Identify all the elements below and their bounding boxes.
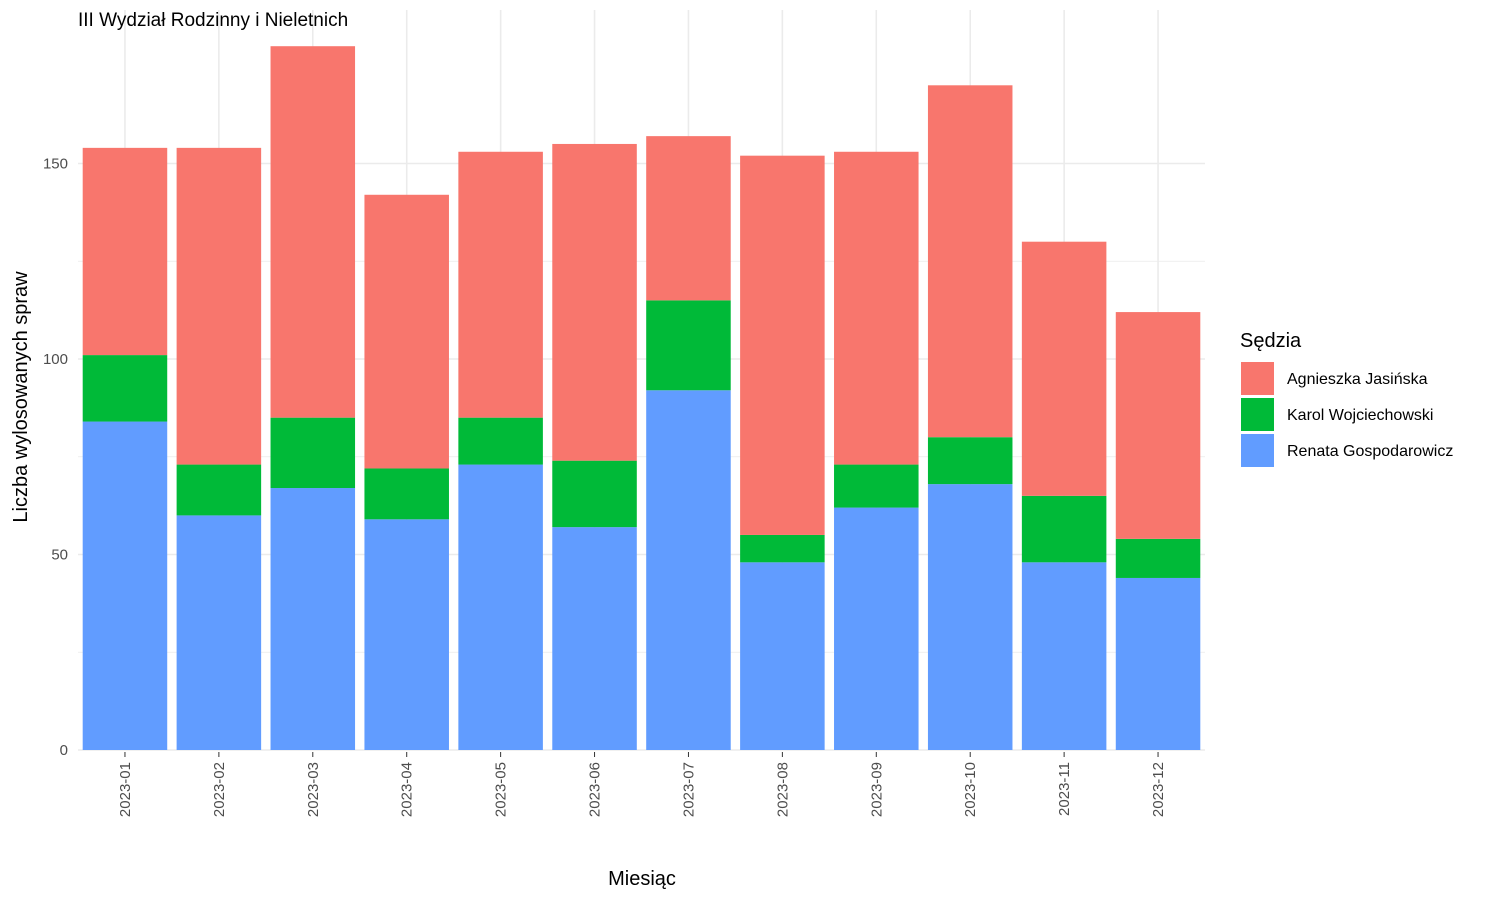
bar-segment <box>646 390 731 750</box>
bar-segment <box>364 468 449 520</box>
bar-segment <box>458 417 543 465</box>
legend: Sędzia Agnieszka Jasińska Karol Wojciecho… <box>1240 330 1453 467</box>
bar-segment <box>552 143 637 461</box>
legend-title: Sędzia <box>1240 330 1302 352</box>
x-tick-label: 2023-09 <box>868 762 885 817</box>
bars <box>82 46 1201 750</box>
bar-segment <box>834 507 919 750</box>
legend-swatch <box>1241 398 1274 431</box>
legend-label: Agnieszka Jasińska <box>1287 371 1428 388</box>
bar-segment <box>834 151 919 465</box>
x-tick-label: 2023-05 <box>493 762 510 817</box>
y-tick-label: 150 <box>43 156 68 173</box>
bar-segment <box>646 300 731 391</box>
bar-segment <box>82 421 168 750</box>
bar-segment <box>458 464 543 750</box>
legend-swatch <box>1241 362 1274 395</box>
x-tick-label: 2023-03 <box>305 762 322 817</box>
bar-segment <box>176 464 262 516</box>
bar-segment <box>270 488 356 750</box>
bar-segment <box>834 464 919 508</box>
x-axis: 2023-01 2023-02 2023-03 2023-04 2023-05 2023-… <box>117 752 1167 817</box>
bar-segment <box>1115 312 1201 539</box>
bar-segment <box>364 194 449 469</box>
bar-segment <box>1115 577 1201 750</box>
bar-segment <box>1021 495 1107 563</box>
bar-segment <box>364 519 449 750</box>
y-tick-label: 0 <box>60 742 68 759</box>
bar-segment <box>82 355 168 422</box>
chart-title: III Wydział Rodzinny i Nieletnich <box>78 10 348 31</box>
bar-segment <box>646 136 731 301</box>
bar-segment <box>270 417 356 489</box>
legend-label: Renata Gospodarowicz <box>1287 443 1453 460</box>
legend-label: Karol Wojciechowski <box>1287 407 1433 424</box>
bar-segment <box>270 46 356 418</box>
x-tick-label: 2023-06 <box>587 762 604 817</box>
bar-segment <box>1021 562 1107 750</box>
bar-segment <box>552 460 637 528</box>
y-axis: 0 50 100 150 <box>43 156 68 760</box>
bar-segment <box>176 147 262 465</box>
bar-segment <box>927 85 1013 438</box>
x-tick-label: 2023-02 <box>211 762 228 817</box>
y-axis-title: Liczba wylosowanych spraw <box>10 271 32 523</box>
bar-segment <box>927 484 1013 750</box>
bar-segment <box>1115 538 1201 578</box>
bar-segment <box>82 147 168 356</box>
bar-segment <box>1021 241 1107 496</box>
bar-segment <box>740 562 825 750</box>
y-tick-label: 50 <box>51 547 68 564</box>
legend-swatch <box>1241 434 1274 467</box>
x-tick-label: 2023-11 <box>1056 762 1073 816</box>
x-tick-label: 2023-07 <box>680 762 697 817</box>
x-tick-label: 2023-01 <box>117 762 134 817</box>
bar-segment <box>552 527 637 750</box>
bar-segment <box>176 515 262 750</box>
x-tick-label: 2023-10 <box>962 762 979 817</box>
y-tick-label: 100 <box>43 351 68 368</box>
x-axis-title: Miesiąc <box>608 868 676 890</box>
x-tick-label: 2023-12 <box>1150 762 1167 817</box>
bar-segment <box>458 151 543 418</box>
x-tick-label: 2023-08 <box>774 762 791 817</box>
bar-segment <box>927 437 1013 485</box>
bar-segment <box>740 534 825 563</box>
x-tick-label: 2023-04 <box>399 762 416 817</box>
bar-segment <box>740 155 825 535</box>
